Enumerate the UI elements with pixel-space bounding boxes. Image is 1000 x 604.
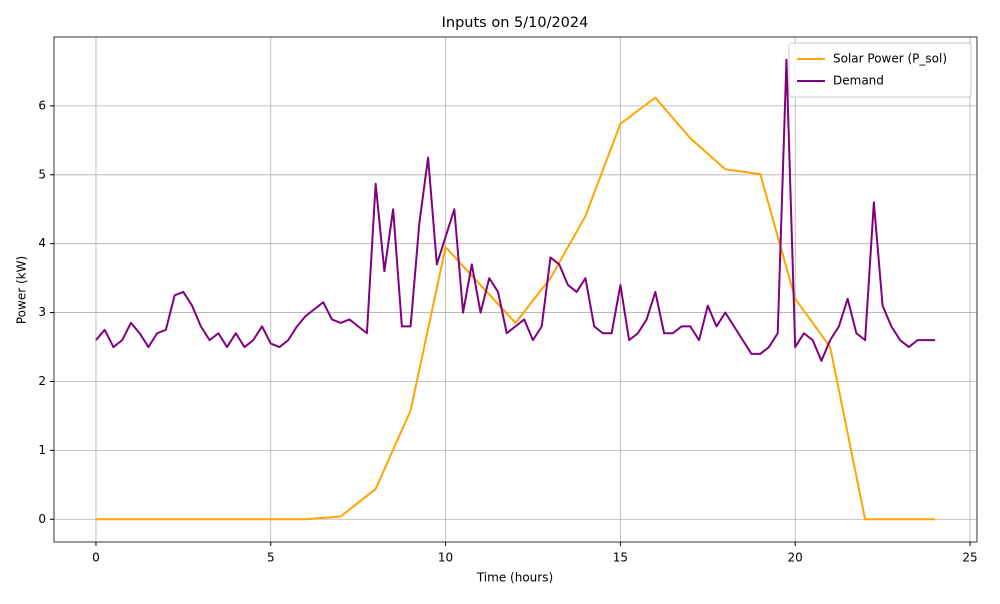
legend-box — [788, 42, 972, 98]
x-tick-label: 10 — [438, 551, 453, 565]
y-tick-label: 4 — [38, 236, 46, 250]
x-tick-label: 20 — [788, 551, 803, 565]
y-tick-label: 3 — [38, 305, 46, 319]
x-tick-label: 25 — [962, 551, 977, 565]
x-tick-label: 0 — [92, 551, 100, 565]
series-line — [95, 96, 936, 521]
y-axis-label: Power (kW) — [15, 256, 29, 324]
series-line — [95, 58, 936, 362]
y-tick-label: 6 — [38, 98, 46, 112]
y-tick-label: 1 — [38, 443, 46, 457]
x-tick-label: 5 — [267, 551, 275, 565]
legend-label: Demand — [833, 74, 884, 88]
legend: Solar Power (P_sol) Demand — [788, 42, 972, 98]
legend-label: Solar Power (P_sol) — [833, 52, 947, 66]
y-tick-label: 0 — [38, 512, 46, 526]
x-axis-label: Time (hours) — [476, 571, 553, 585]
plot-frame — [53, 36, 978, 543]
y-tick-label: 2 — [38, 374, 46, 388]
y-tick-label: 5 — [38, 167, 46, 181]
x-tick-label: 15 — [613, 551, 628, 565]
chart-title: Inputs on 5/10/2024 — [442, 15, 589, 31]
